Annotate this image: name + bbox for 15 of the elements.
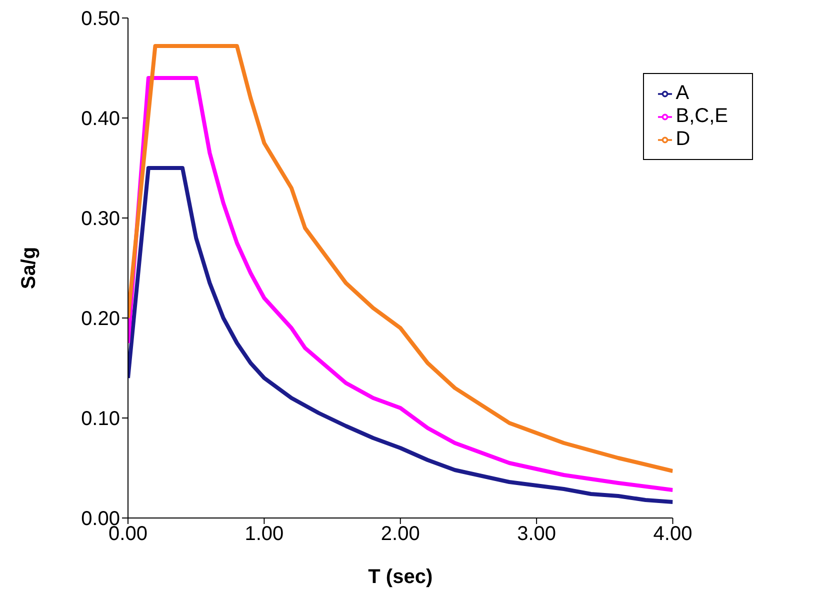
y-tick-label: 0.50 [81, 8, 120, 30]
y-tick-label: 0.20 [81, 308, 120, 330]
y-tick-label: 0.30 [81, 208, 120, 230]
x-tick-label: 1.00 [244, 523, 284, 546]
x-tick-label: 4.00 [653, 523, 692, 546]
legend-label: D [676, 128, 690, 150]
legend-label: B,C,E [676, 105, 728, 127]
legend-label: A [676, 82, 690, 104]
x-tick-label: 2.00 [380, 523, 420, 546]
y-tick-label: 0.10 [81, 408, 120, 430]
y-axis-title: Sa/g [18, 246, 40, 290]
x-tick-label: 3.00 [517, 523, 556, 546]
y-tick-label: 0.40 [81, 108, 120, 130]
line-series [128, 166, 673, 504]
x-axis-title: T (sec) [368, 566, 433, 588]
